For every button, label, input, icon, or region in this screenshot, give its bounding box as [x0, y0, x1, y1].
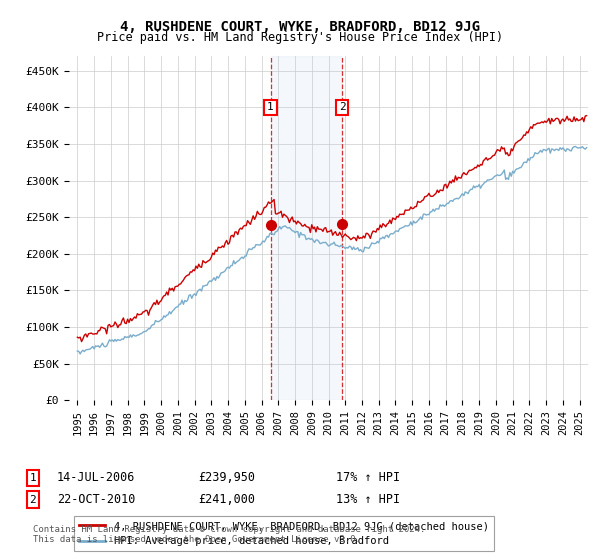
Text: 2: 2: [338, 102, 346, 113]
Legend: 4, RUSHDENE COURT, WYKE, BRADFORD, BD12 9JG (detached house), HPI: Average price: 4, RUSHDENE COURT, WYKE, BRADFORD, BD12 …: [74, 516, 494, 552]
Bar: [271, 56, 342, 400]
Text: 4, RUSHDENE COURT, WYKE, BRADFORD, BD12 9JG: 4, RUSHDENE COURT, WYKE, BRADFORD, BD12 …: [120, 20, 480, 34]
Text: 1: 1: [29, 473, 37, 483]
Text: Contains HM Land Registry data © Crown copyright and database right 2024.
This d: Contains HM Land Registry data © Crown c…: [33, 525, 425, 544]
Text: £239,950: £239,950: [198, 471, 255, 484]
Text: Price paid vs. HM Land Registry's House Price Index (HPI): Price paid vs. HM Land Registry's House …: [97, 31, 503, 44]
Text: 2: 2: [29, 494, 37, 505]
Text: 22-OCT-2010: 22-OCT-2010: [57, 493, 136, 506]
Text: £241,000: £241,000: [198, 493, 255, 506]
Text: 1: 1: [267, 102, 274, 113]
Text: 14-JUL-2006: 14-JUL-2006: [57, 471, 136, 484]
Text: 17% ↑ HPI: 17% ↑ HPI: [336, 471, 400, 484]
Text: 13% ↑ HPI: 13% ↑ HPI: [336, 493, 400, 506]
